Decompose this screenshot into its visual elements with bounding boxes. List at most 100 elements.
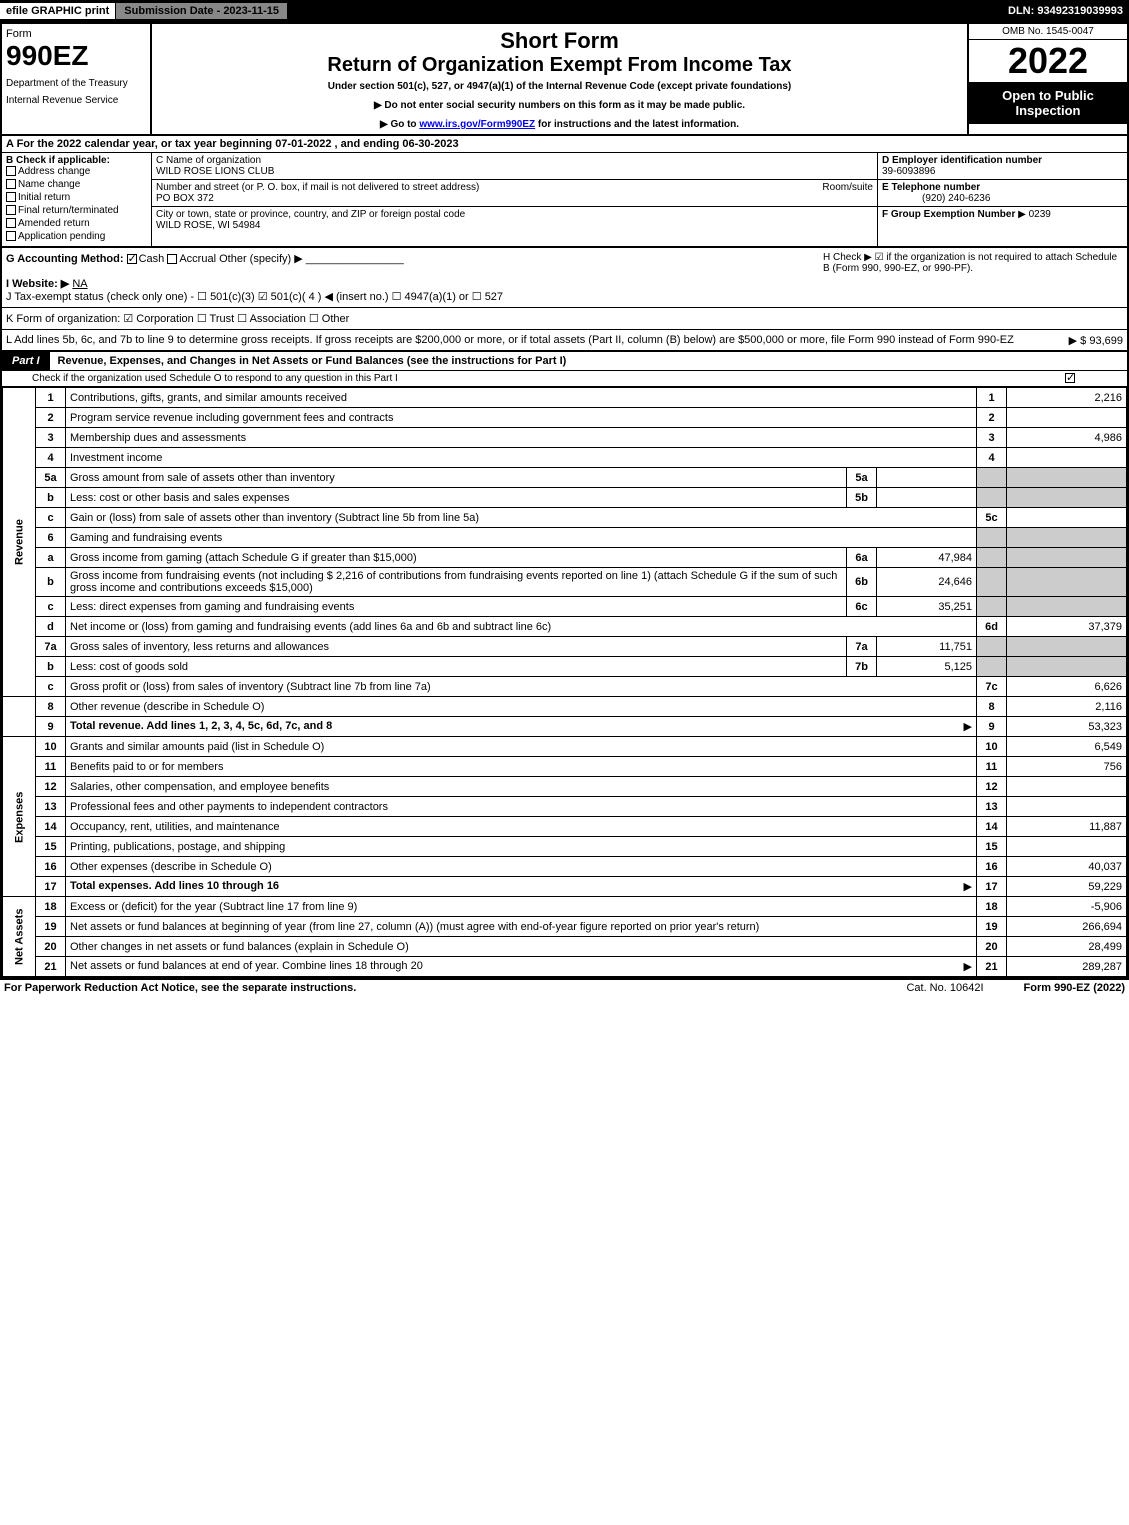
val-15 (1007, 837, 1127, 857)
line-5c: cGain or (loss) from sale of assets othe… (3, 508, 1127, 528)
phone: (920) 240-6236 (882, 193, 990, 204)
form-header: Form 990EZ Department of the Treasury In… (2, 24, 1127, 136)
part-i-label: Part I (2, 352, 50, 370)
val-2 (1007, 408, 1127, 428)
org-addr-cell: Number and street (or P. O. box, if mail… (152, 180, 877, 207)
part-i-header: Part I Revenue, Expenses, and Changes in… (2, 352, 1127, 371)
addr-label: Number and street (or P. O. box, if mail… (156, 182, 479, 193)
line-1: Revenue 1 Contributions, gifts, grants, … (3, 388, 1127, 408)
line-7b: bLess: cost of goods sold7b5,125 (3, 657, 1127, 677)
val-19: 266,694 (1007, 917, 1127, 937)
note2-prefix: ▶ Go to (380, 119, 419, 130)
val-21: 289,287 (1007, 957, 1127, 977)
form-number: 990EZ (6, 40, 146, 72)
gross-receipts: ▶ $ 93,699 (1069, 334, 1123, 347)
section-i-label: I Website: ▶ (6, 278, 69, 290)
room-label: Room/suite (822, 182, 873, 193)
form-container: Form 990EZ Department of the Treasury In… (0, 22, 1129, 979)
section-j: J Tax-exempt status (check only one) - ☐… (6, 291, 503, 303)
line-7c: cGross profit or (loss) from sales of in… (3, 677, 1127, 697)
val-4 (1007, 448, 1127, 468)
chk-cash[interactable] (127, 254, 137, 264)
info-row: B Check if applicable: Address change Na… (2, 153, 1127, 248)
schedule-o-check[interactable] (1065, 373, 1077, 384)
org-addr: PO BOX 372 (156, 193, 214, 204)
val-11: 756 (1007, 757, 1127, 777)
org-name-label: C Name of organization (156, 155, 261, 166)
val-7b: 5,125 (877, 657, 977, 677)
val-6c: 35,251 (877, 597, 977, 617)
org-name-cell: C Name of organization WILD ROSE LIONS C… (152, 153, 877, 180)
line-5a: 5aGross amount from sale of assets other… (3, 468, 1127, 488)
line-15: 15Printing, publications, postage, and s… (3, 837, 1127, 857)
section-l: L Add lines 5b, 6c, and 7b to line 9 to … (2, 330, 1127, 352)
val-6d: 37,379 (1007, 617, 1127, 637)
public-inspection-badge: Open to Public Inspection (969, 82, 1127, 124)
chk-name-change[interactable]: Name change (6, 179, 147, 190)
form-note1: ▶ Do not enter social security numbers o… (156, 100, 963, 111)
chk-address-change[interactable]: Address change (6, 166, 147, 177)
line-6: 6Gaming and fundraising events (3, 528, 1127, 548)
line-19: 19Net assets or fund balances at beginni… (3, 917, 1127, 937)
section-b: B Check if applicable: Address change Na… (2, 153, 152, 246)
footer-right: Form 990-EZ (2022) (1024, 982, 1125, 994)
ein-label: D Employer identification number (882, 155, 1042, 166)
footer-left: For Paperwork Reduction Act Notice, see … (4, 982, 356, 994)
form-subtitle: Under section 501(c), 527, or 4947(a)(1)… (156, 81, 963, 92)
line-10: Expenses 10Grants and similar amounts pa… (3, 737, 1127, 757)
footer-mid: Cat. No. 10642I (906, 982, 983, 994)
org-city-cell: City or town, state or province, country… (152, 207, 877, 233)
dept-treasury: Department of the Treasury (6, 78, 146, 89)
omb-number: OMB No. 1545-0047 (969, 24, 1127, 40)
val-14: 11,887 (1007, 817, 1127, 837)
tax-year: 2022 (969, 40, 1127, 82)
val-5a (877, 468, 977, 488)
chk-initial-return[interactable]: Initial return (6, 192, 147, 203)
val-6a: 47,984 (877, 548, 977, 568)
line-18: Net Assets 18Excess or (deficit) for the… (3, 897, 1127, 917)
val-8: 2,116 (1007, 697, 1127, 717)
val-5c (1007, 508, 1127, 528)
chk-amended-return[interactable]: Amended return (6, 218, 147, 229)
header-center: Short Form Return of Organization Exempt… (152, 24, 967, 134)
header-left: Form 990EZ Department of the Treasury In… (2, 24, 152, 134)
chk-final-return[interactable]: Final return/terminated (6, 205, 147, 216)
line-12: 12Salaries, other compensation, and empl… (3, 777, 1127, 797)
section-k: K Form of organization: ☑ Corporation ☐ … (2, 308, 1127, 330)
val-5b (877, 488, 977, 508)
expenses-label: Expenses (3, 737, 36, 897)
form-title: Return of Organization Exempt From Incom… (156, 54, 963, 77)
val-9: 53,323 (1007, 717, 1127, 737)
val-17: 59,229 (1007, 877, 1127, 897)
line-5b: bLess: cost or other basis and sales exp… (3, 488, 1127, 508)
efile-print-button[interactable]: efile GRAPHIC print (0, 3, 115, 19)
revenue-label: Revenue (3, 388, 36, 697)
line-3: 3Membership dues and assessments34,986 (3, 428, 1127, 448)
line-8: 8Other revenue (describe in Schedule O)8… (3, 697, 1127, 717)
line-14: 14Occupancy, rent, utilities, and mainte… (3, 817, 1127, 837)
part-i-sub: Check if the organization used Schedule … (2, 371, 1127, 387)
line-17: 17Total expenses. Add lines 10 through 1… (3, 877, 1127, 897)
page-footer: For Paperwork Reduction Act Notice, see … (0, 979, 1129, 996)
netassets-label: Net Assets (3, 897, 36, 977)
group-label: F Group Exemption Number (882, 209, 1015, 220)
val-12 (1007, 777, 1127, 797)
val-10: 6,549 (1007, 737, 1127, 757)
submission-date: Submission Date - 2023-11-15 (115, 2, 288, 20)
line-7a: 7aGross sales of inventory, less returns… (3, 637, 1127, 657)
org-name: WILD ROSE LIONS CLUB (156, 166, 274, 177)
section-d: D Employer identification number 39-6093… (877, 153, 1127, 246)
val-7c: 6,626 (1007, 677, 1127, 697)
city-label: City or town, state or province, country… (156, 209, 465, 220)
lines-table: Revenue 1 Contributions, gifts, grants, … (2, 387, 1127, 977)
line-2: 2Program service revenue including gover… (3, 408, 1127, 428)
val-6b: 24,646 (877, 568, 977, 597)
line-21: 21Net assets or fund balances at end of … (3, 957, 1127, 977)
chk-accrual[interactable] (167, 254, 177, 264)
irs-link[interactable]: www.irs.gov/Form990EZ (419, 119, 535, 130)
section-g-label: G Accounting Method: (6, 253, 124, 265)
section-b-label: B Check if applicable: (6, 155, 110, 166)
line-20: 20Other changes in net assets or fund ba… (3, 937, 1127, 957)
header-right: OMB No. 1545-0047 2022 Open to Public In… (967, 24, 1127, 134)
chk-application-pending[interactable]: Application pending (6, 231, 147, 242)
